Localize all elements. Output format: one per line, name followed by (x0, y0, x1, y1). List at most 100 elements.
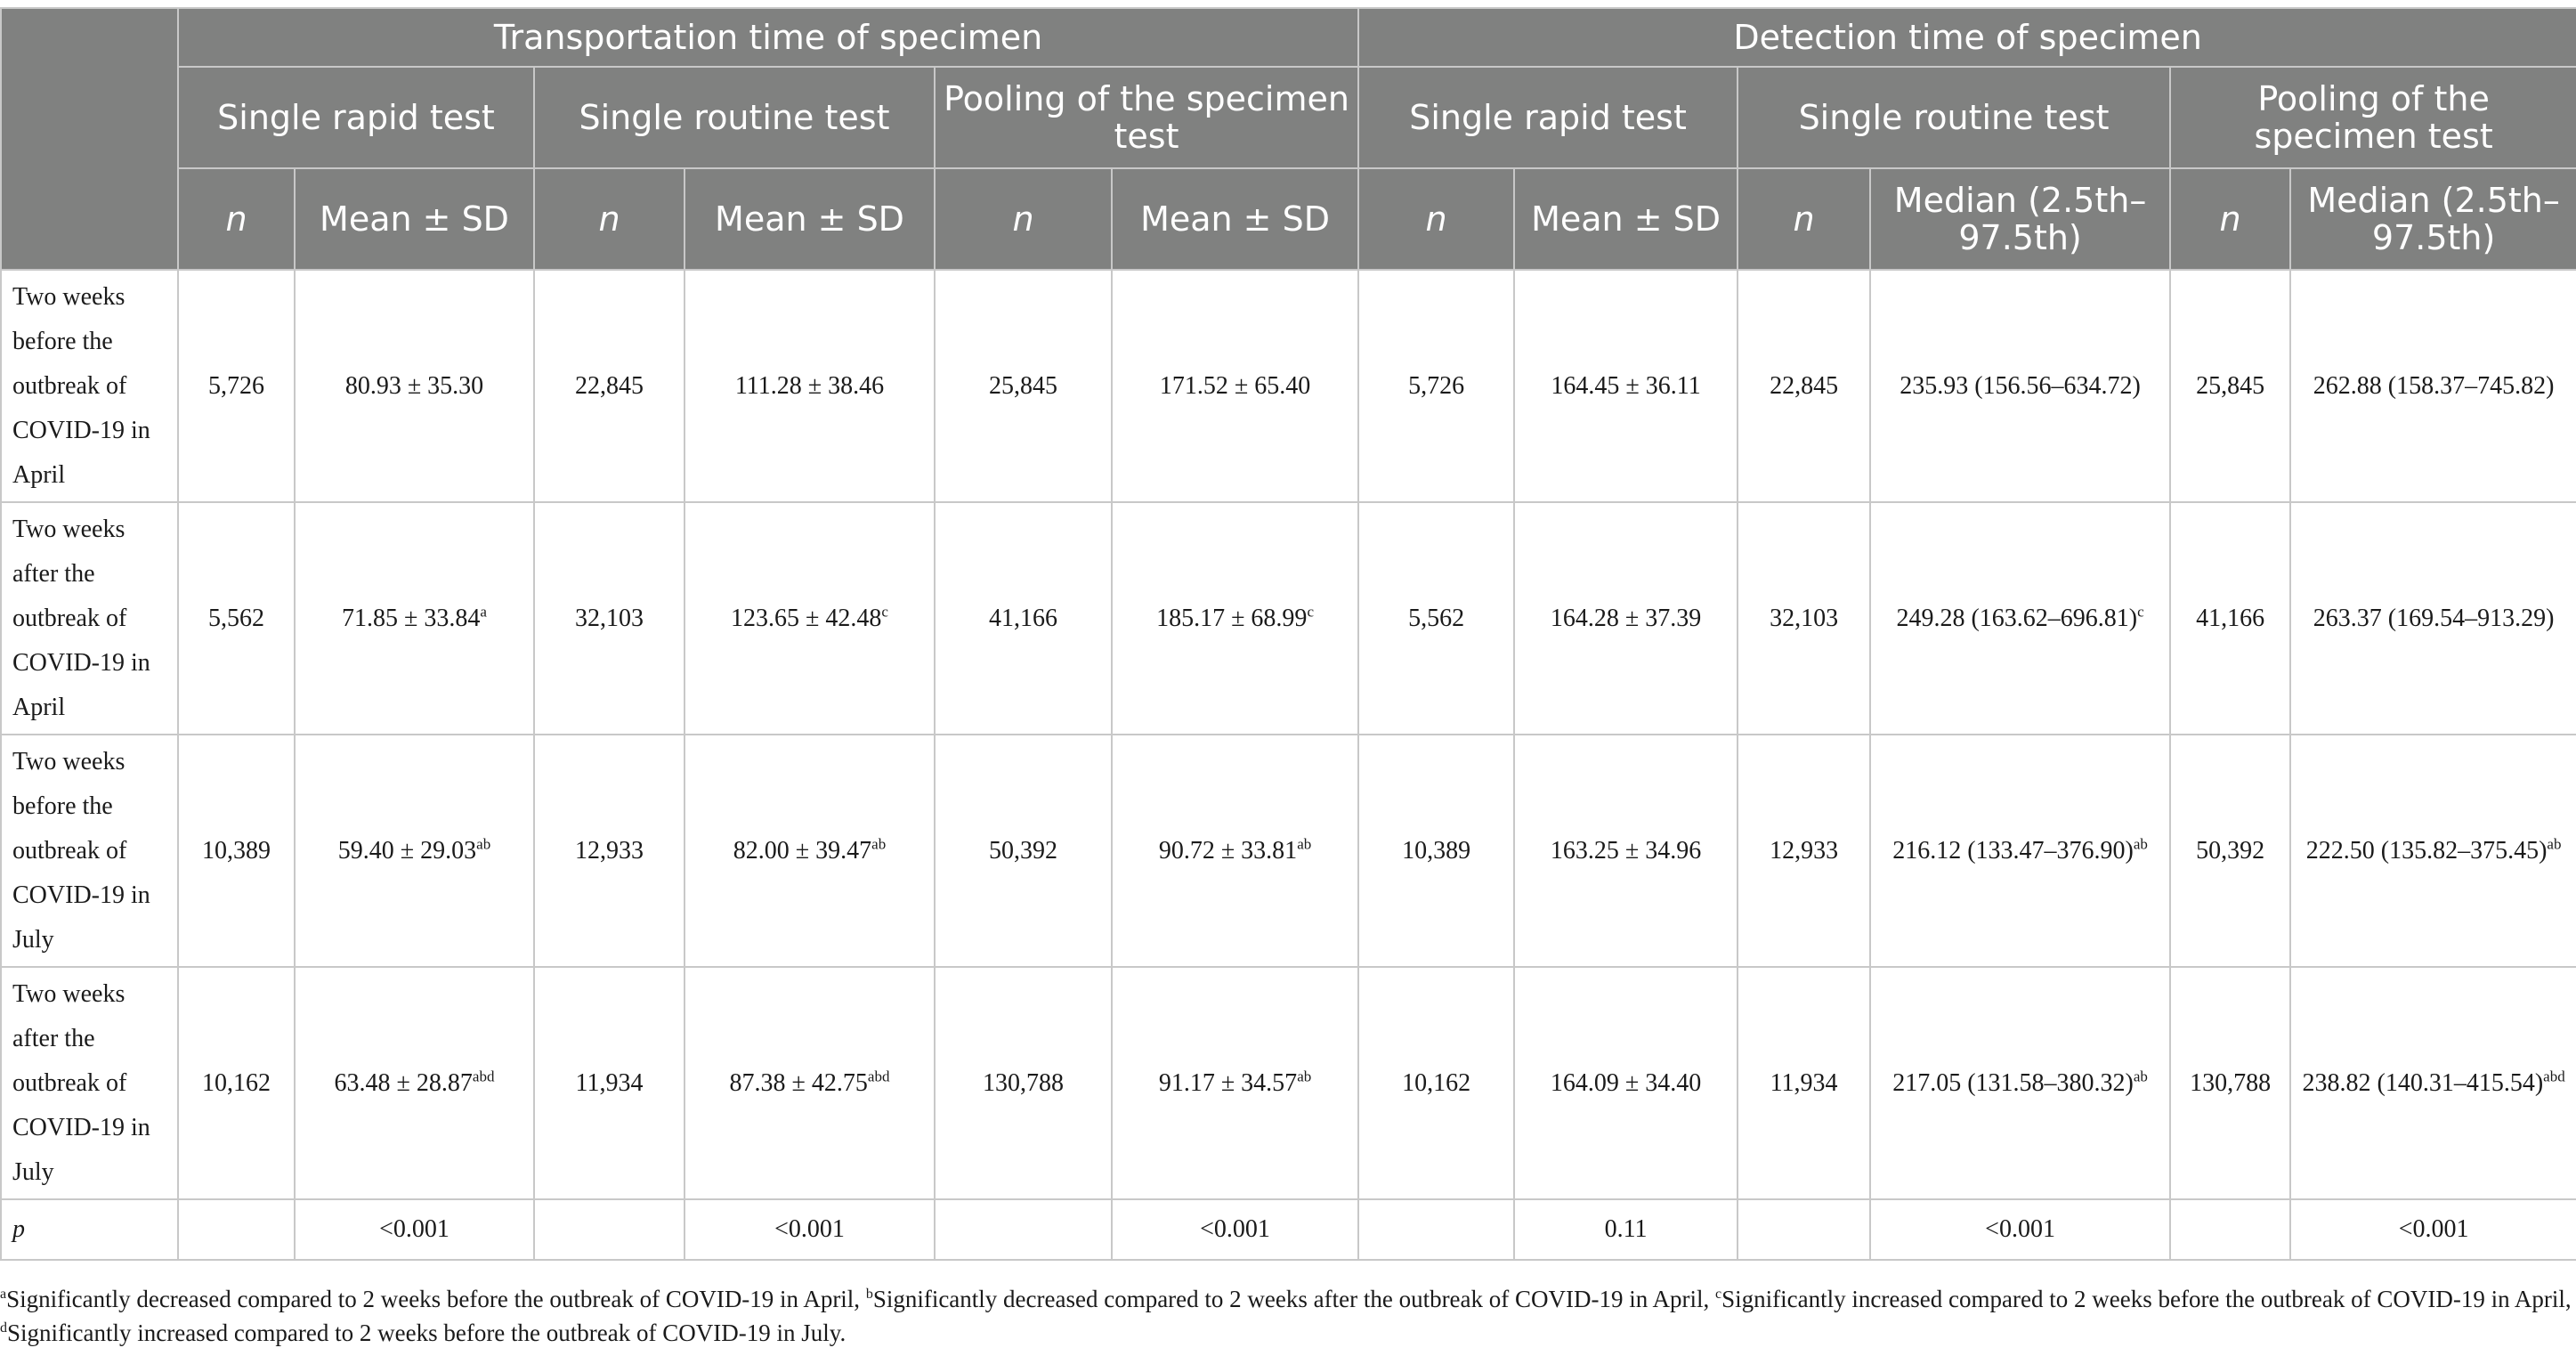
p-value-cell (533, 1198, 685, 1261)
cell-value: 50,392 (2196, 836, 2265, 865)
table-row: Two weeks after the outbreak of COVID-19… (0, 501, 2576, 735)
cell-superscript: c (2137, 603, 2144, 621)
cell-value: 12,933 (1770, 836, 1839, 865)
cell-superscript: a (480, 603, 487, 621)
table-cell: 111.28 ± 38.46 (684, 269, 936, 503)
header-sub: n (1737, 167, 1872, 271)
table-cell: 123.65 ± 42.48c (684, 501, 936, 735)
table-cell: 216.12 (133.47–376.90)ab (1869, 734, 2172, 968)
cell-value: 25,845 (989, 371, 1057, 400)
p-value-cell (177, 1198, 296, 1261)
cell-value: 10,162 (1402, 1068, 1471, 1097)
header-test: Single rapid test (1357, 66, 1739, 169)
header-sub: Mean ± SD (684, 167, 936, 271)
table-cell: 41,166 (934, 501, 1113, 735)
header-test: Single routine test (533, 66, 936, 169)
header-test: Pooling of the specimen test (2169, 66, 2576, 169)
cell-value: 130,788 (2190, 1068, 2272, 1097)
table-cell: 163.25 ± 34.96 (1513, 734, 1739, 968)
cell-value: 22,845 (1770, 371, 1839, 400)
footnote-b: Significantly decreased compared to 2 we… (872, 1286, 1716, 1312)
table-cell: 32,103 (1737, 501, 1872, 735)
cell-value: 87.38 ± 42.75 (729, 1068, 868, 1097)
p-value-cell (1357, 1198, 1516, 1261)
table-container: Transportation time of specimen Detectio… (0, 7, 2576, 1261)
table-cell: 41,166 (2169, 501, 2292, 735)
row-label: Two weeks before the outbreak of COVID-1… (0, 269, 179, 503)
footnote-mark-d: d (0, 1320, 7, 1336)
cell-value: 22,845 (575, 371, 644, 400)
table-cell: 171.52 ± 65.40 (1110, 269, 1360, 503)
header-sub: n (934, 167, 1113, 271)
cell-superscript: ab (1297, 835, 1312, 853)
cell-value: 217.05 (131.58–380.32) (1892, 1068, 2134, 1097)
p-label: p (0, 1198, 179, 1261)
cell-value: 235.93 (156.56–634.72) (1900, 371, 2141, 400)
cell-superscript: abd (2543, 1068, 2565, 1085)
header-sub: Mean ± SD (1110, 167, 1360, 271)
table-cell: 5,562 (1357, 501, 1516, 735)
cell-value: 5,726 (208, 371, 264, 400)
footnote-c: Significantly increased compared to 2 we… (1721, 1286, 2572, 1312)
table-cell: 164.28 ± 37.39 (1513, 501, 1739, 735)
table-cell: 262.88 (158.37–745.82) (2289, 269, 2576, 503)
table-cell: 12,933 (533, 734, 685, 968)
cell-value: 41,166 (989, 604, 1057, 632)
p-value-cell: <0.001 (1869, 1198, 2172, 1261)
cell-value: 10,162 (202, 1068, 271, 1097)
cell-value: 11,934 (1770, 1068, 1838, 1097)
header-sub: Mean ± SD (1513, 167, 1739, 271)
cell-value: 5,562 (1408, 604, 1465, 632)
cell-value: 32,103 (1770, 604, 1839, 632)
cell-value: 41,166 (2196, 604, 2265, 632)
table-cell: 25,845 (2169, 269, 2292, 503)
cell-superscript: ab (2547, 835, 2562, 853)
p-value-cell: <0.001 (294, 1198, 535, 1261)
table-cell: 71.85 ± 33.84a (294, 501, 535, 735)
table-body: Two weeks before the outbreak of COVID-1… (0, 269, 2576, 1261)
cell-superscript: ab (476, 835, 491, 853)
table-cell: 130,788 (934, 966, 1113, 1200)
cell-superscript: abd (867, 1068, 890, 1085)
table-cell: 91.17 ± 34.57ab (1110, 966, 1360, 1200)
cell-value: 163.25 ± 34.96 (1550, 836, 1702, 865)
table-cell: 32,103 (533, 501, 685, 735)
row-label: Two weeks before the outbreak of COVID-1… (0, 734, 179, 968)
footnote-d: Significantly increased compared to 2 we… (7, 1319, 847, 1346)
header-test: Single rapid test (177, 66, 535, 169)
footnote-mark-b: b (865, 1287, 873, 1302)
cell-value: 222.50 (135.82–375.45) (2305, 836, 2548, 865)
table-cell: 50,392 (2169, 734, 2292, 968)
p-value-cell: <0.001 (1110, 1198, 1360, 1261)
cell-value: 185.17 ± 68.99 (1156, 604, 1308, 632)
cell-value: 123.65 ± 42.48 (731, 604, 882, 632)
results-table: Transportation time of specimen Detectio… (0, 7, 2576, 1261)
table-cell: 164.09 ± 34.40 (1513, 966, 1739, 1200)
cell-value: 164.09 ± 34.40 (1550, 1068, 1702, 1097)
cell-superscript: ab (2133, 1068, 2148, 1085)
cell-value: 249.28 (163.62–696.81) (1896, 604, 2138, 632)
table-cell: 185.17 ± 68.99c (1110, 501, 1360, 735)
cell-value: 71.85 ± 33.84 (342, 604, 481, 632)
header-sub: n (2169, 167, 2292, 271)
table-cell: 25,845 (934, 269, 1113, 503)
cell-value: 262.88 (158.37–745.82) (2313, 371, 2555, 400)
cell-value: 90.72 ± 33.81 (1158, 836, 1298, 865)
table-cell: 87.38 ± 42.75abd (684, 966, 936, 1200)
header-test: Single routine test (1737, 66, 2172, 169)
table-row: Two weeks before the outbreak of COVID-1… (0, 269, 2576, 503)
cell-value: 5,726 (1408, 371, 1465, 400)
table-cell: 12,933 (1737, 734, 1872, 968)
table-cell: 10,162 (177, 966, 296, 1200)
cell-value: 25,845 (2196, 371, 2265, 400)
cell-superscript: ab (1297, 1068, 1312, 1085)
cell-value: 171.52 ± 65.40 (1159, 371, 1311, 400)
p-value-cell (934, 1198, 1113, 1261)
table-cell: 80.93 ± 35.30 (294, 269, 535, 503)
table-cell: 164.45 ± 36.11 (1513, 269, 1739, 503)
cell-value: 91.17 ± 34.57 (1158, 1068, 1298, 1097)
cell-value: 82.00 ± 39.47 (733, 836, 872, 865)
cell-value: 5,562 (208, 604, 264, 632)
cell-value: 164.45 ± 36.11 (1551, 371, 1701, 400)
row-label: Two weeks after the outbreak of COVID-19… (0, 966, 179, 1200)
